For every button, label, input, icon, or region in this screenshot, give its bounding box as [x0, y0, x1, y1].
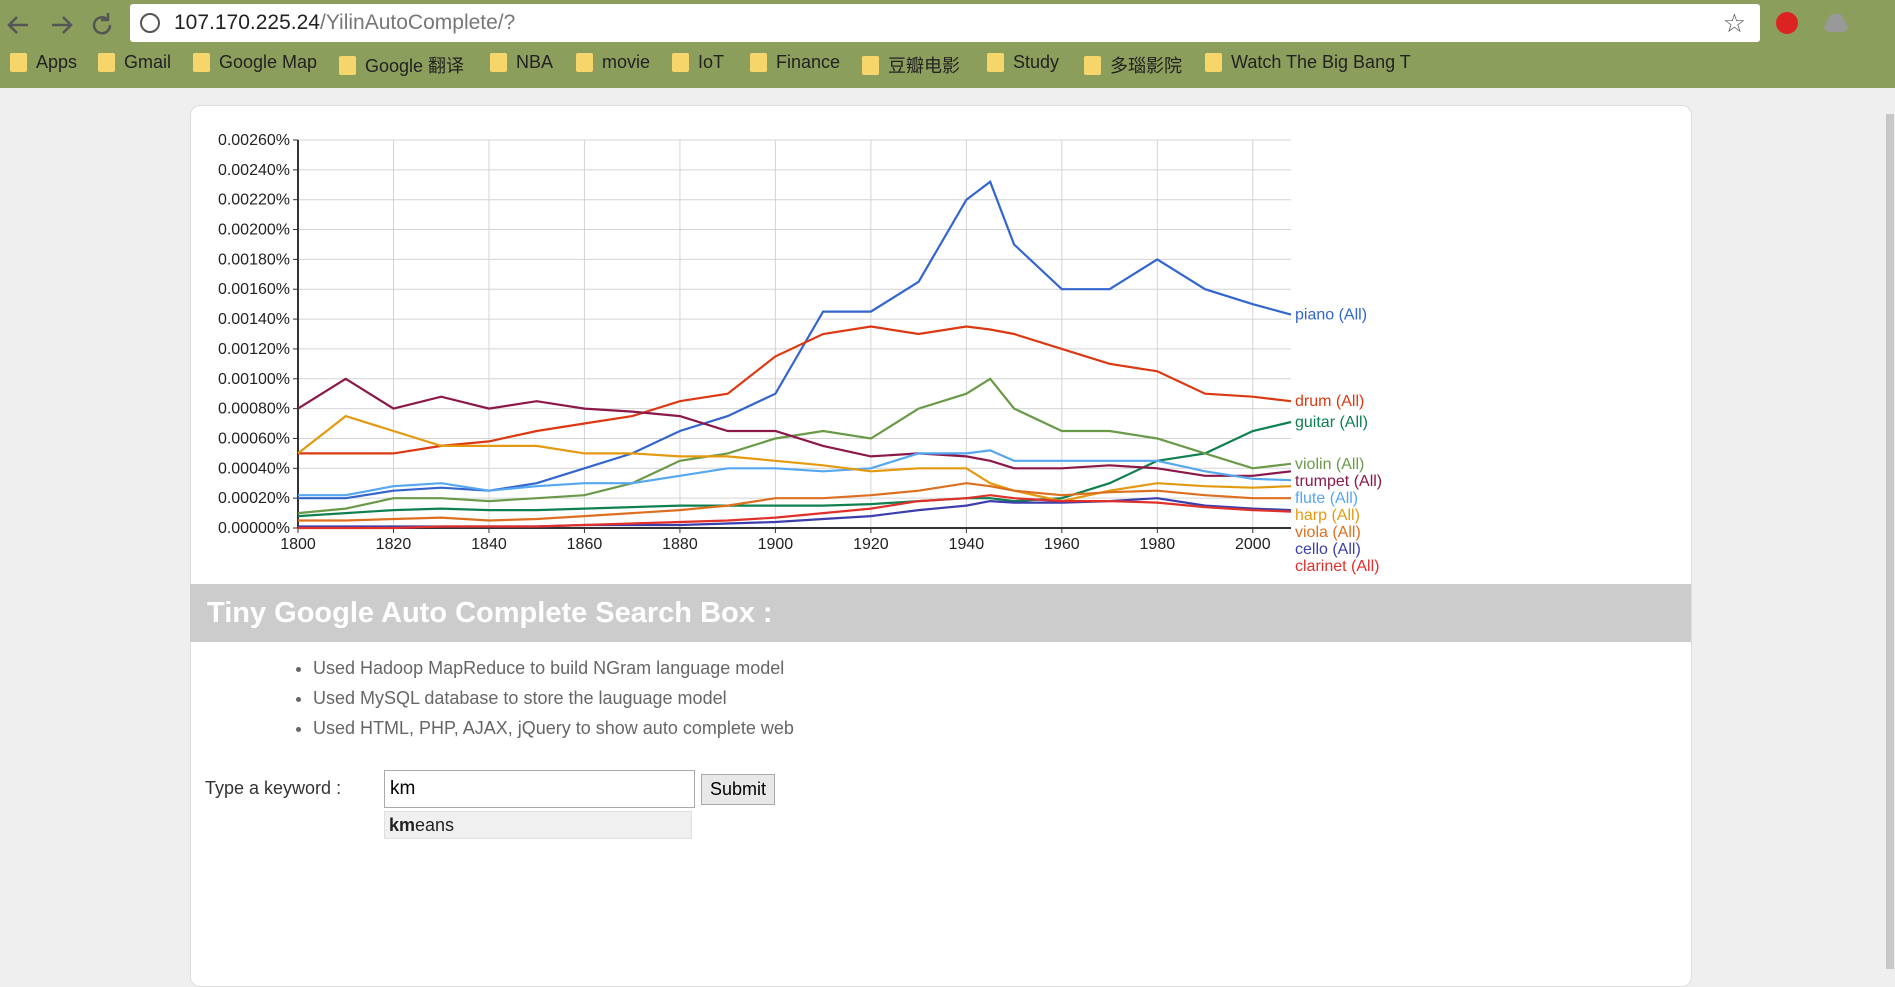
bookmark-label: Gmail: [124, 52, 172, 72]
x-tick-label: 1800: [280, 536, 316, 553]
submit-button[interactable]: Submit: [701, 774, 775, 805]
x-tick-label: 1960: [1044, 536, 1080, 553]
series-label: trumpet (All): [1295, 473, 1382, 490]
y-tick-label: 0.00100%: [218, 371, 290, 388]
series-line: [297, 420, 1292, 518]
y-tick-label: 0.00020%: [218, 490, 290, 507]
series-line: [298, 482, 1291, 522]
feature: Used HTML, PHP, AJAX, jQuery to show aut…: [313, 713, 794, 743]
suggestion-rest: eans: [415, 815, 455, 835]
bookmark[interactable]: Google 翻译: [339, 52, 464, 78]
series-line: [298, 180, 1292, 500]
y-tick-label: 0.00160%: [218, 281, 290, 298]
x-tick-label: 1900: [758, 536, 794, 553]
series-label: harp (All): [1295, 507, 1360, 524]
x-tick-label: 1840: [471, 536, 507, 553]
series-label: cello (All): [1295, 541, 1361, 558]
series-line: [297, 414, 1292, 503]
x-tick-label: 1920: [853, 536, 889, 553]
bookmark-label: 多瑙影院: [1110, 56, 1182, 76]
series-line: [297, 377, 1292, 477]
y-tick-label: 0.00120%: [218, 341, 290, 358]
bookmark[interactable]: Google Map: [193, 52, 317, 73]
y-tick-label: 0.00140%: [218, 311, 290, 328]
scrollbar[interactable]: [1886, 114, 1894, 969]
nav-buttons[interactable]: [0, 0, 120, 45]
drive-icon[interactable]: [1824, 14, 1848, 32]
x-tick-label: 1980: [1140, 536, 1176, 553]
bookmark-label: Google 翻译: [365, 56, 465, 76]
y-tick-label: 0.00200%: [218, 222, 290, 239]
keyword-input[interactable]: km: [384, 770, 695, 808]
y-tick-label: 0.00080%: [218, 401, 290, 418]
bookmark-label: Apps: [36, 52, 78, 72]
address-bar[interactable]: 107.170.225.24/YilinAutoComplete/? ☆: [130, 4, 1760, 42]
section-title: Tiny Google Auto Complete Search Box :: [190, 584, 1691, 642]
x-tick-label: 1860: [567, 536, 603, 553]
keyword-label: Type a keyword :: [205, 778, 342, 798]
y-tick-label: 0.00000%: [218, 520, 290, 537]
y-tick-label: 0.00060%: [218, 430, 290, 447]
feature: Used Hadoop MapReduce to build NGram lan…: [313, 653, 794, 683]
bookmark-label: movie: [602, 52, 651, 72]
bookmark[interactable]: 豆瓣电影: [862, 52, 960, 78]
y-tick-label: 0.00260%: [218, 132, 290, 149]
bookmark[interactable]: Watch The Big Bang T: [1205, 52, 1411, 73]
series-label: drum (All): [1295, 393, 1364, 410]
bookmark[interactable]: Gmail: [98, 52, 171, 73]
bookmark-label: 豆瓣电影: [888, 56, 960, 76]
series-line: [298, 449, 1292, 497]
feature: Used MySQL database to store the lauguag…: [313, 683, 794, 713]
series-label: guitar (All): [1295, 414, 1368, 431]
suggestion[interactable]: kmeans: [384, 811, 692, 839]
x-tick-label: 2000: [1235, 536, 1271, 553]
ngram-chart: 0.00000% 0.00020% 0.00040% 0.00060% 0.00080%…: [218, 132, 1382, 575]
series-label: violin (All): [1295, 456, 1364, 473]
bookmark[interactable]: 多瑙影院: [1084, 52, 1182, 78]
bookmark[interactable]: NBA: [490, 52, 553, 73]
bookmark[interactable]: IoT: [672, 52, 724, 73]
series-label: clarinet (All): [1295, 558, 1379, 575]
series-line: [297, 377, 1292, 515]
bookmark-label: IoT: [698, 52, 725, 72]
x-tick-label: 1880: [662, 536, 698, 553]
series-label: piano (All): [1295, 307, 1367, 324]
content-card: [190, 105, 1692, 987]
url-host: 107.170.225.24: [174, 11, 320, 34]
bookmark[interactable]: movie: [576, 52, 650, 73]
url-path: /YilinAutoComplete/?: [319, 11, 516, 34]
bookmark-label: Study: [1013, 52, 1060, 72]
series-line: [298, 325, 1292, 455]
bookmark-label: Finance: [776, 52, 841, 72]
x-tick-label: 1820: [376, 536, 412, 553]
series-label: flute (All): [1295, 490, 1358, 507]
bookmark-label: NBA: [516, 52, 554, 72]
bookmark-label: Watch The Big Bang T: [1231, 52, 1411, 72]
bookmark[interactable]: Finance: [750, 52, 840, 73]
feature-list: Used Hadoop MapReduce to build NGram lan…: [313, 653, 794, 743]
y-tick-label: 0.00040%: [218, 460, 290, 477]
extension-icon[interactable]: [1776, 12, 1798, 34]
y-tick-label: 0.00180%: [218, 251, 290, 268]
bookmark-label: Google Map: [219, 52, 318, 72]
series-label: viola (All): [1295, 524, 1361, 541]
series-line: [298, 494, 1292, 530]
y-tick-label: 0.00220%: [218, 192, 290, 209]
x-tick-label: 1940: [949, 536, 985, 553]
suggestion-match: km: [389, 815, 416, 835]
y-tick-label: 0.00240%: [218, 162, 290, 179]
bookmark[interactable]: Study: [987, 52, 1059, 73]
browser-chrome: 107.170.225.24/YilinAutoComplete/? ☆ App…: [0, 0, 1895, 88]
bookmark[interactable]: Apps: [10, 52, 77, 73]
